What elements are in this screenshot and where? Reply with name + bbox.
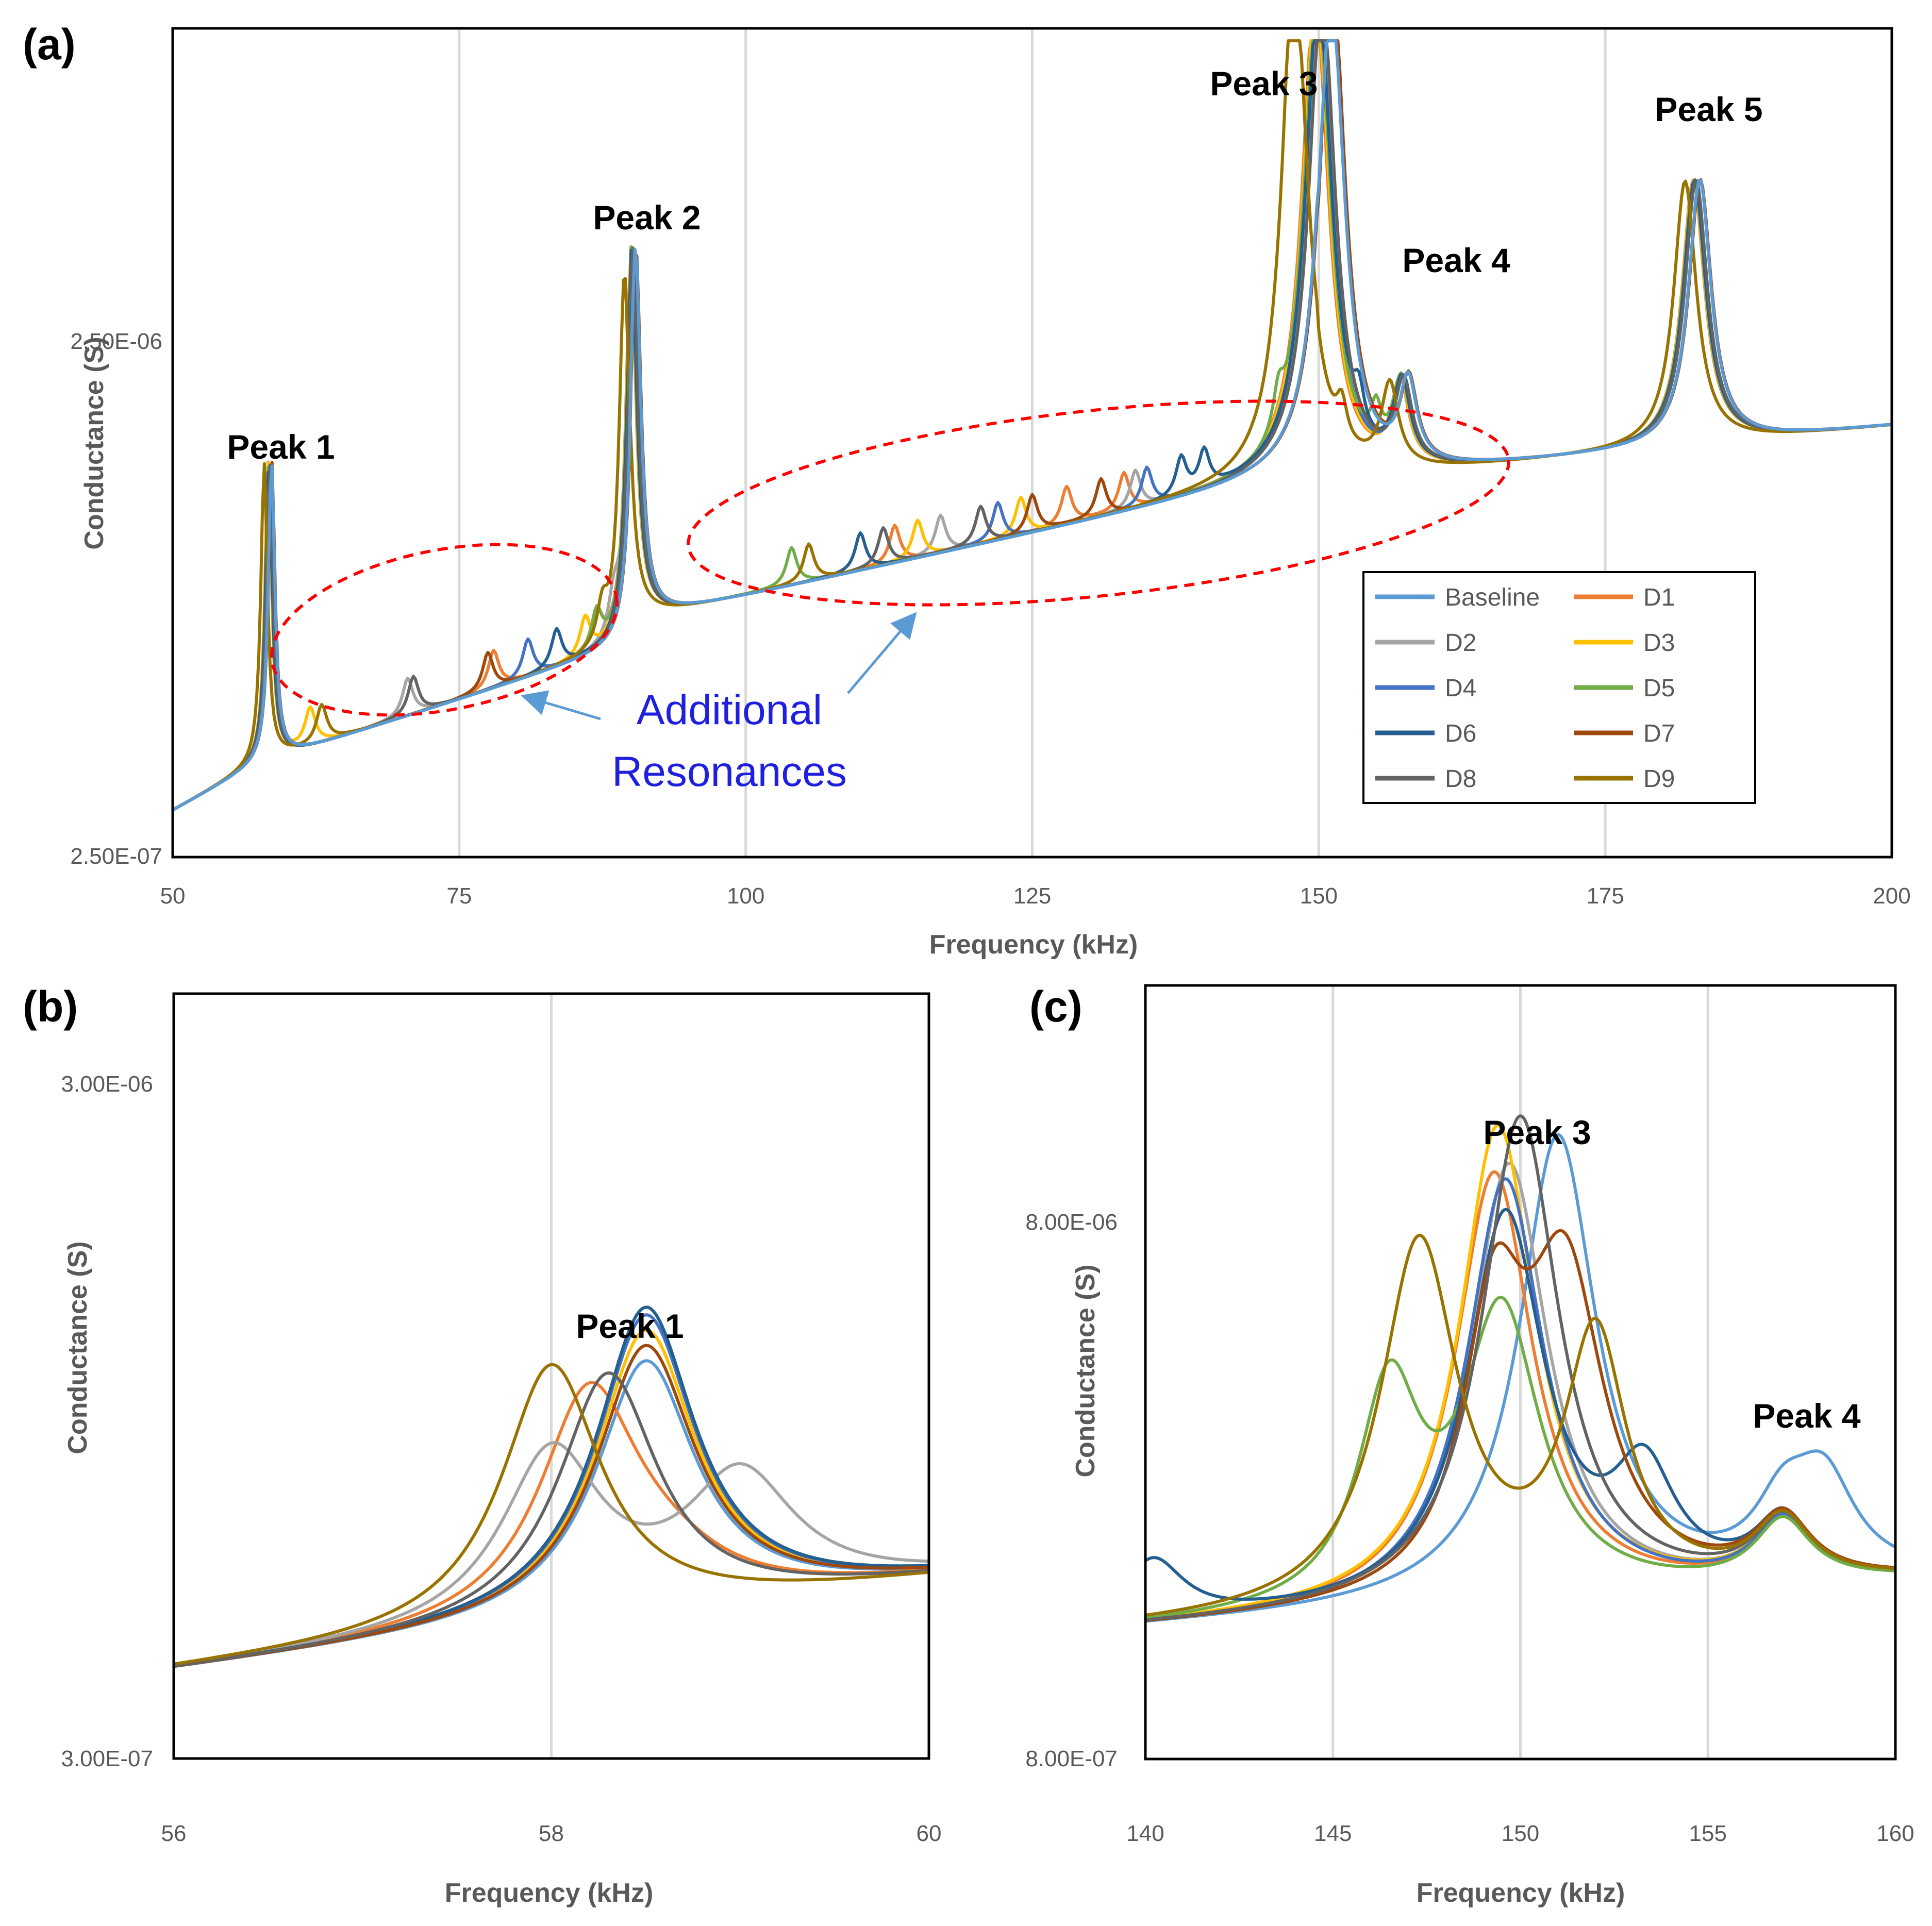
legend-entry-d4: D4 [1445,675,1476,702]
panel-b: (b) 56 58 60 3.00E-06 3.00E-07 Conductance… [23,982,941,1908]
panel-b-y-tick-bottom: 3.00E-07 [61,1746,153,1771]
peak-1-label: Peak 1 [227,428,335,466]
x-tick-75: 75 [446,883,472,909]
series-line-d7 [1145,1229,1896,1622]
panel-b-series-lines [173,1305,929,1668]
legend-entry-d8: D8 [1445,765,1476,793]
panel-a-y-tick-top: 2.50E-06 [70,329,162,354]
x-tick-140: 140 [1126,1821,1164,1846]
panel-c-y-tick-bottom: 8.00E-07 [1025,1746,1118,1771]
series-line-d5 [1145,1296,1896,1619]
panel-c-label: (c) [1029,982,1082,1031]
peak-2-label: Peak 2 [593,198,701,237]
panel-a-x-ticks: 50 75 100 125 150 175 200 [160,883,1911,909]
x-tick-58: 58 [539,1821,564,1846]
panel-b-x-ticks: 56 58 60 [161,1821,942,1846]
legend-entry-d9: D9 [1643,765,1675,793]
x-tick-175: 175 [1586,883,1624,909]
resonance-ellipse-left [270,543,619,717]
x-tick-50: 50 [160,883,186,909]
series-line-d2 [173,1441,929,1666]
panel-c-peak-3-label: Peak 3 [1483,1113,1591,1151]
x-tick-200: 200 [1873,883,1910,909]
x-tick-155: 155 [1689,1821,1727,1846]
panel-c-gridlines [1331,985,1709,1759]
panel-b-label: (b) [23,982,78,1031]
x-tick-60: 60 [917,1821,942,1846]
series-line-baseline [172,39,1892,812]
legend: Baseline D1 D2 D3 D4 D5 D6 D7 D8 D9 [1362,571,1756,804]
legend-entry-d5: D5 [1643,675,1675,702]
legend-entry-d6: D6 [1445,720,1476,747]
legend-entry-d7: D7 [1643,720,1675,747]
panel-a-y-axis-title: Conductance (S) [79,337,109,549]
x-tick-160: 160 [1876,1821,1914,1846]
panel-c-peak-4-label: Peak 4 [1753,1397,1860,1435]
x-tick-150: 150 [1502,1821,1539,1846]
panel-a-series-lines [172,39,1892,812]
panel-b-peak-1-label: Peak 1 [576,1307,684,1345]
panel-b-plot-frame [172,992,930,1760]
panel-b-y-tick-top: 3.00E-06 [61,1071,153,1097]
panel-a-label: (a) [23,20,76,69]
peak-3-label: Peak 3 [1210,64,1318,103]
series-line-d9 [173,1363,929,1666]
annotation-line-1: Additional [637,686,822,733]
panel-a-x-axis-title: Frequency (kHz) [929,930,1138,960]
panel-c-plot-frame [1144,984,1897,1761]
x-tick-56: 56 [161,1821,187,1846]
panel-b-y-axis-title: Conductance (S) [63,1241,93,1454]
x-tick-125: 125 [1013,883,1051,909]
legend-entry-baseline: Baseline [1445,584,1540,611]
legend-entry-d1: D1 [1643,584,1675,611]
panel-c-y-tick-top: 8.00E-06 [1025,1210,1118,1235]
legend-entry-d2: D2 [1445,629,1476,657]
annotation-line-2: Resonances [612,748,847,795]
x-tick-145: 145 [1314,1821,1352,1846]
x-tick-100: 100 [727,883,764,909]
peak-4-label: Peak 4 [1402,241,1510,279]
panel-a-y-tick-bottom: 2.50E-07 [70,844,162,869]
legend-entry-d3: D3 [1643,629,1675,657]
x-tick-150: 150 [1300,883,1338,909]
panel-c-x-ticks: 140 145 150 155 160 [1126,1821,1914,1846]
peak-5-label: Peak 5 [1655,90,1762,128]
panel-a: (a) 50 75 100 125 150 175 200 2.50E-06 2.50E-0… [23,20,1911,960]
series-line-baseline [1145,1133,1896,1623]
annotation-arrow-left [521,690,601,721]
panel-a-plot-frame [171,27,1893,859]
resonance-ellipse-right [687,399,1510,607]
panel-c-x-axis-title: Frequency (kHz) [1417,1878,1625,1908]
panel-b-x-axis-title: Frequency (kHz) [445,1878,654,1908]
panel-c-y-axis-title: Conductance (S) [1071,1264,1101,1477]
panel-c-series-lines [1144,1114,1896,1623]
annotation-arrow-right [847,612,917,694]
series-line-d9 [1145,1233,1896,1617]
panel-c: (c) 140 145 150 155 160 8.00E-06 8.00E-07 Co… [1025,982,1914,1908]
series-line-d8 [173,1371,929,1668]
